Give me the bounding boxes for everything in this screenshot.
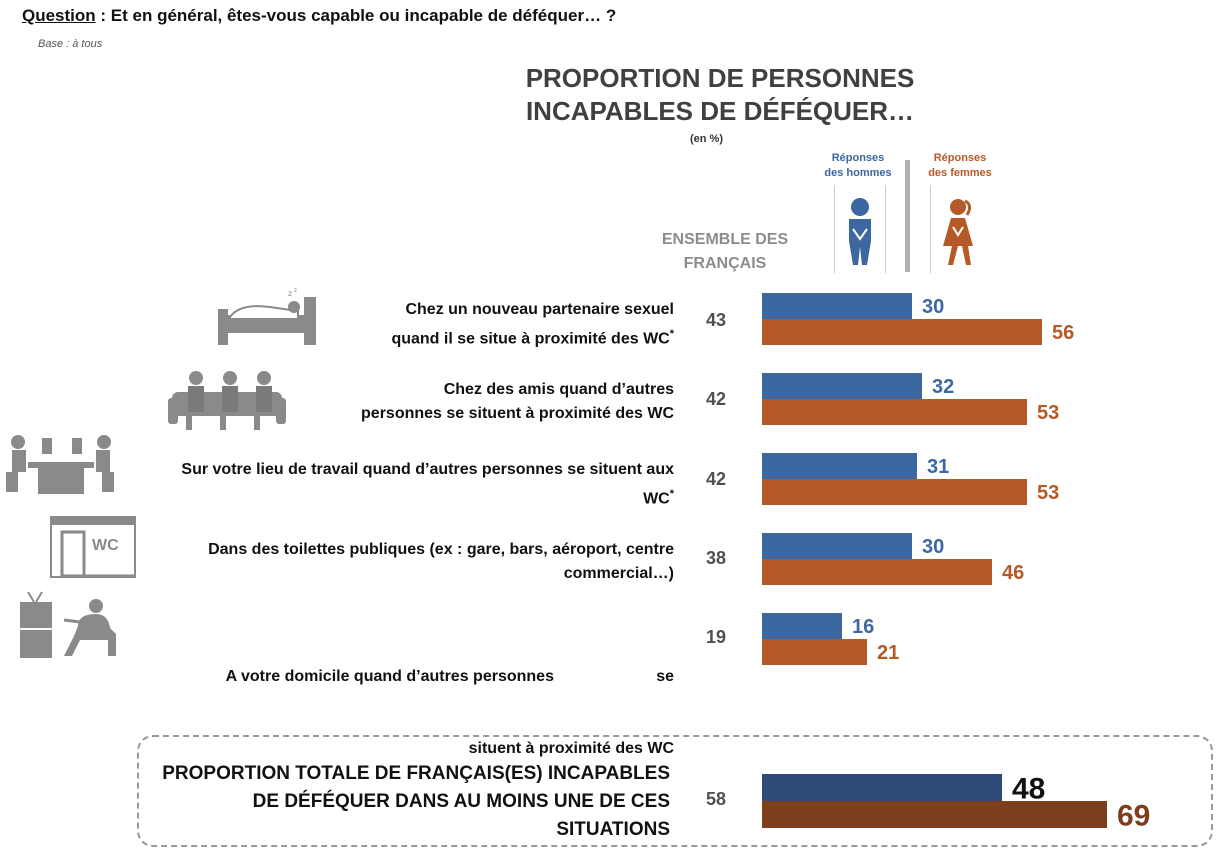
row-label-3-line2: WC xyxy=(643,490,670,508)
overall-value-5: 19 xyxy=(705,627,727,647)
value-label-men-4: 30 xyxy=(922,536,944,558)
svg-text:z: z xyxy=(294,288,297,294)
row-label-1-line2: quand il se situe à proximité des WC xyxy=(391,330,670,348)
overall-value-4: 38 xyxy=(705,548,727,568)
row-label-4-line2: commercial…) xyxy=(563,565,674,582)
man-icon xyxy=(849,198,871,265)
bar-men-4 xyxy=(762,533,912,559)
office-desk-icon xyxy=(4,432,116,501)
bar-women-5 xyxy=(762,639,867,665)
legend-men-line1: Réponses xyxy=(831,152,885,164)
row-label-1-note: * xyxy=(669,328,674,340)
total-summary-box xyxy=(137,735,1213,847)
bar-men-3 xyxy=(762,453,917,479)
row-label-3: Sur votre lieu de travail quand d’autres… xyxy=(181,458,674,511)
legend-divider xyxy=(905,160,910,272)
bar-men-5 xyxy=(762,613,842,639)
total-label-line3: SITUATIONS xyxy=(556,819,670,840)
row-label-2-line1: Chez des amis quand d’autres xyxy=(443,381,674,398)
chart-title: PROPORTION DE PERSONNES INCAPABLES DE DÉ… xyxy=(500,62,940,128)
row-label-5-line1: A votre domicile quand d’autres personne… xyxy=(225,668,674,685)
value-label-men-5: 16 xyxy=(852,616,874,638)
legend-women-box xyxy=(930,185,981,273)
overall-header-line1: ENSEMBLE DES xyxy=(661,231,789,248)
value-label-women-2: 53 xyxy=(1037,402,1059,424)
total-label-line2: DE DÉFÉQUER DANS AU MOINS UNE DE CES xyxy=(252,791,670,812)
bar-women-4 xyxy=(762,559,992,585)
value-label-men-total: 48 xyxy=(1012,772,1045,805)
overall-value-total: 58 xyxy=(705,789,727,809)
question-label: Question xyxy=(22,6,96,25)
row-label-5: A votre domicile quand d’autres personne… xyxy=(226,617,674,785)
bar-men-1 xyxy=(762,293,912,319)
row-label-5-line2: situent à proximité des WC xyxy=(468,740,674,757)
value-label-men-3: 31 xyxy=(927,456,949,478)
chart-title-line1: PROPORTION DE PERSONNES xyxy=(525,63,915,93)
svg-text:WC: WC xyxy=(92,537,119,554)
legend-women-line2: des femmes xyxy=(928,167,992,179)
value-label-women-3: 53 xyxy=(1037,482,1059,504)
chart-title-line2: INCAPABLES DE DÉFÉQUER… xyxy=(525,96,915,126)
bed-icon: z z xyxy=(216,287,320,352)
row-label-1-line1: Chez un nouveau partenaire sexuel xyxy=(405,301,674,318)
question-text: Question : Et en général, êtes-vous capa… xyxy=(22,6,616,26)
legend-men-label: Réponses des hommes xyxy=(813,151,903,181)
row-label-4: Dans des toilettes publiques (ex : gare,… xyxy=(208,538,674,586)
bar-women-3 xyxy=(762,479,1027,505)
base-note: Base : à tous xyxy=(38,38,103,50)
question-body: : Et en général, êtes-vous capable ou in… xyxy=(95,6,617,25)
legend-women-label: Réponses des femmes xyxy=(915,151,1005,181)
overall-value-2: 42 xyxy=(705,389,727,409)
row-label-2: Chez des amis quand d’autres personnes s… xyxy=(361,378,674,426)
bar-women-2 xyxy=(762,399,1027,425)
total-summary-label: PROPORTION TOTALE DE FRANÇAIS(ES) INCAPA… xyxy=(140,760,670,844)
overall-value-1: 43 xyxy=(705,310,727,330)
friends-sofa-icon xyxy=(168,368,286,437)
overall-header-line2: FRANÇAIS xyxy=(683,255,767,272)
unit-label: (en %) xyxy=(690,133,723,145)
value-label-women-5: 21 xyxy=(877,642,899,664)
row-label-2-line2: personnes se situent à proximité des WC xyxy=(361,405,674,422)
legend-men-box xyxy=(834,185,886,273)
row-label-3-line1: Sur votre lieu de travail quand d’autres… xyxy=(181,461,674,478)
bar-women-1 xyxy=(762,319,1042,345)
legend-women-line1: Réponses xyxy=(933,152,987,164)
overall-value-3: 42 xyxy=(705,469,727,489)
svg-text:z: z xyxy=(288,289,292,298)
row-label-1: Chez un nouveau partenaire sexuel quand … xyxy=(391,298,674,351)
value-label-women-total: 69 xyxy=(1117,799,1150,832)
public-wc-icon: WC xyxy=(50,516,136,583)
bar-men-2 xyxy=(762,373,922,399)
bar-men-total xyxy=(762,774,1002,801)
woman-icon xyxy=(943,199,973,265)
value-label-men-1: 30 xyxy=(922,296,944,318)
home-tv-icon xyxy=(18,590,122,665)
bar-women-total xyxy=(762,801,1107,828)
legend-men-line2: des hommes xyxy=(824,167,892,179)
row-label-4-line1: Dans des toilettes publiques (ex : gare,… xyxy=(208,541,674,558)
overall-column-header: ENSEMBLE DES FRANÇAIS xyxy=(645,228,805,276)
value-label-women-1: 56 xyxy=(1052,322,1074,344)
value-label-men-2: 32 xyxy=(932,376,954,398)
total-label-line1: PROPORTION TOTALE DE FRANÇAIS(ES) INCAPA… xyxy=(162,763,670,784)
row-label-3-note: * xyxy=(669,488,674,500)
value-label-women-4: 46 xyxy=(1002,562,1024,584)
